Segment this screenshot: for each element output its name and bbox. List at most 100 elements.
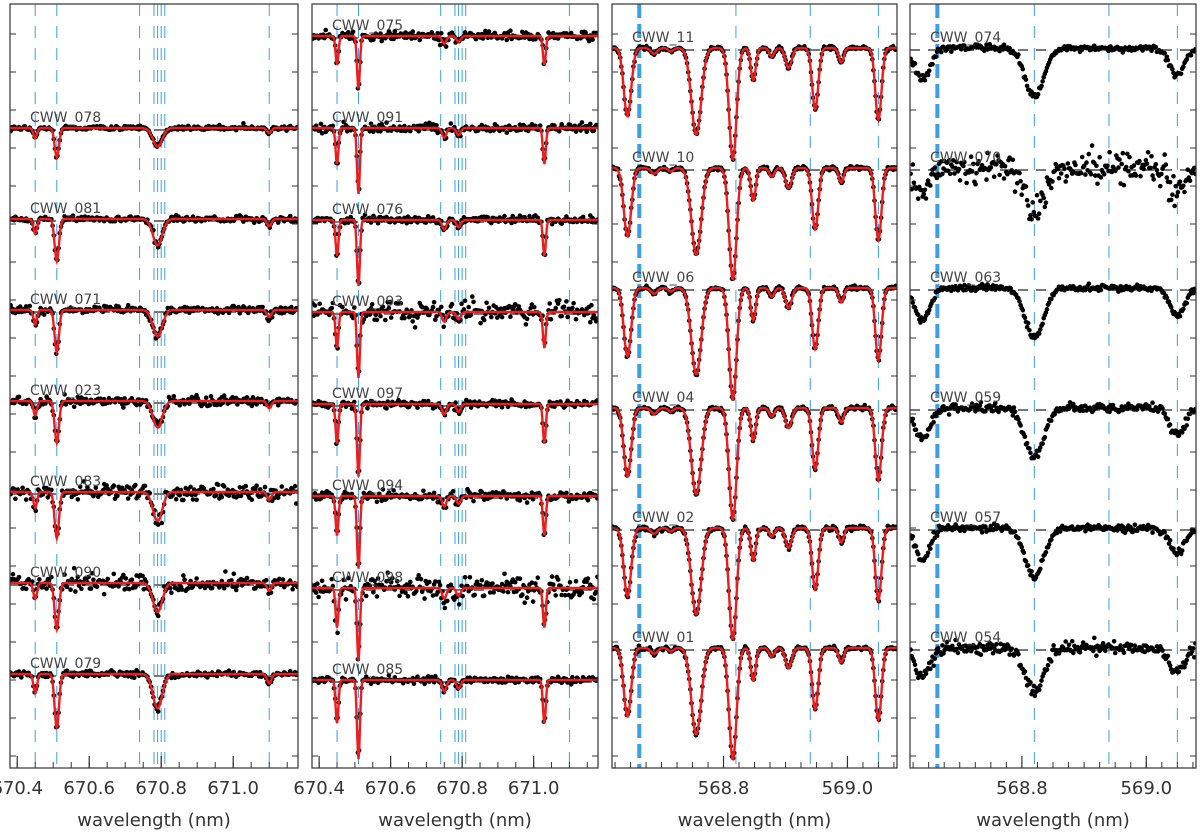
- data-point: [244, 575, 250, 581]
- x-tick-label: 671.0: [207, 778, 259, 799]
- data-point: [27, 303, 33, 309]
- data-point: [448, 121, 454, 126]
- data-point: [422, 596, 427, 601]
- spectrum-label: CWW_097: [332, 386, 403, 402]
- data-point: [479, 577, 485, 583]
- data-point: [375, 576, 381, 581]
- data-point: [548, 316, 554, 322]
- data-point: [512, 579, 518, 585]
- data-point: [368, 681, 374, 686]
- data-point: [564, 490, 569, 496]
- data-point: [549, 574, 555, 579]
- data-point: [68, 587, 73, 592]
- data-point: [400, 680, 406, 686]
- model-fit-line: [312, 586, 598, 661]
- data-point: [142, 483, 148, 489]
- data-point: [546, 30, 551, 35]
- data-point: [226, 493, 232, 499]
- data-point: [249, 403, 255, 409]
- data-point: [319, 578, 325, 584]
- data-point: [260, 304, 265, 310]
- data-point: [443, 44, 449, 49]
- data-point: [588, 121, 593, 127]
- data-point: [175, 486, 180, 492]
- data-point: [392, 29, 398, 34]
- data-point: [16, 669, 22, 674]
- data-point: [459, 301, 464, 307]
- data-point: [570, 305, 575, 311]
- data-point: [462, 575, 468, 580]
- data-point: [595, 316, 598, 321]
- data-point: [464, 397, 469, 403]
- data-point: [101, 591, 107, 597]
- spectrum-label: CWW_023: [30, 383, 101, 399]
- data-point: [408, 579, 413, 585]
- data-point: [442, 605, 448, 611]
- model-fit-line: [612, 286, 897, 401]
- spectrum-label: CWW_076: [332, 202, 403, 218]
- data-point: [190, 497, 196, 502]
- data-point: [312, 303, 318, 308]
- data-point: [456, 602, 462, 607]
- data-point: [427, 120, 432, 126]
- data-point: [211, 486, 216, 492]
- data-point: [319, 131, 325, 136]
- data-point: [93, 485, 99, 491]
- data-point: [43, 401, 48, 406]
- data-point: [244, 395, 250, 400]
- data-point: [571, 300, 576, 306]
- spectrum-label: CWW_04: [632, 390, 694, 406]
- data-point: [155, 709, 161, 714]
- data-point: [76, 583, 82, 588]
- data-point: [177, 492, 183, 498]
- data-point: [341, 119, 346, 125]
- data-point: [595, 123, 598, 128]
- data-point: [187, 310, 192, 316]
- data-point: [430, 593, 436, 598]
- data-point: [15, 487, 21, 492]
- data-point: [471, 299, 476, 305]
- spectrum-label: CWW_091: [332, 110, 403, 126]
- data-point: [147, 491, 153, 496]
- data-point: [411, 681, 417, 687]
- data-point: [369, 301, 375, 307]
- data-point: [595, 398, 598, 403]
- data-point: [520, 592, 525, 597]
- data-point: [201, 486, 207, 491]
- data-point: [412, 215, 418, 220]
- data-point: [383, 317, 388, 323]
- data-point: [349, 406, 355, 411]
- data-point: [551, 582, 556, 587]
- data-point: [517, 213, 523, 218]
- data-point: [512, 302, 518, 307]
- data-point: [520, 29, 525, 35]
- data-point: [397, 593, 402, 599]
- data-point: [391, 488, 396, 493]
- spectrum-label: CWW_085: [332, 662, 403, 678]
- x-axis-label: wavelength (nm): [77, 810, 231, 831]
- data-point: [243, 483, 249, 489]
- data-point: [318, 121, 324, 127]
- data-point: [559, 313, 564, 319]
- data-point: [176, 587, 181, 593]
- data-point: [504, 130, 510, 135]
- data-point: [83, 668, 89, 674]
- model-fit-line: [10, 308, 298, 357]
- data-point: [319, 490, 325, 496]
- data-point: [375, 220, 381, 226]
- data-point: [431, 299, 437, 305]
- data-point: [335, 630, 340, 636]
- data-point: [416, 573, 422, 578]
- data-point: [89, 571, 95, 576]
- data-point: [140, 573, 145, 579]
- spectrum-CWW_075: CWW_075: [312, 18, 598, 91]
- data-point: [237, 311, 243, 316]
- spectrum-CWW_10: CWW_10: [612, 150, 897, 282]
- data-point: [485, 215, 491, 220]
- data-point: [502, 571, 507, 577]
- data-point: [479, 489, 485, 495]
- model-fit-line: [612, 406, 897, 521]
- data-point: [478, 320, 483, 326]
- data-point: [484, 300, 489, 306]
